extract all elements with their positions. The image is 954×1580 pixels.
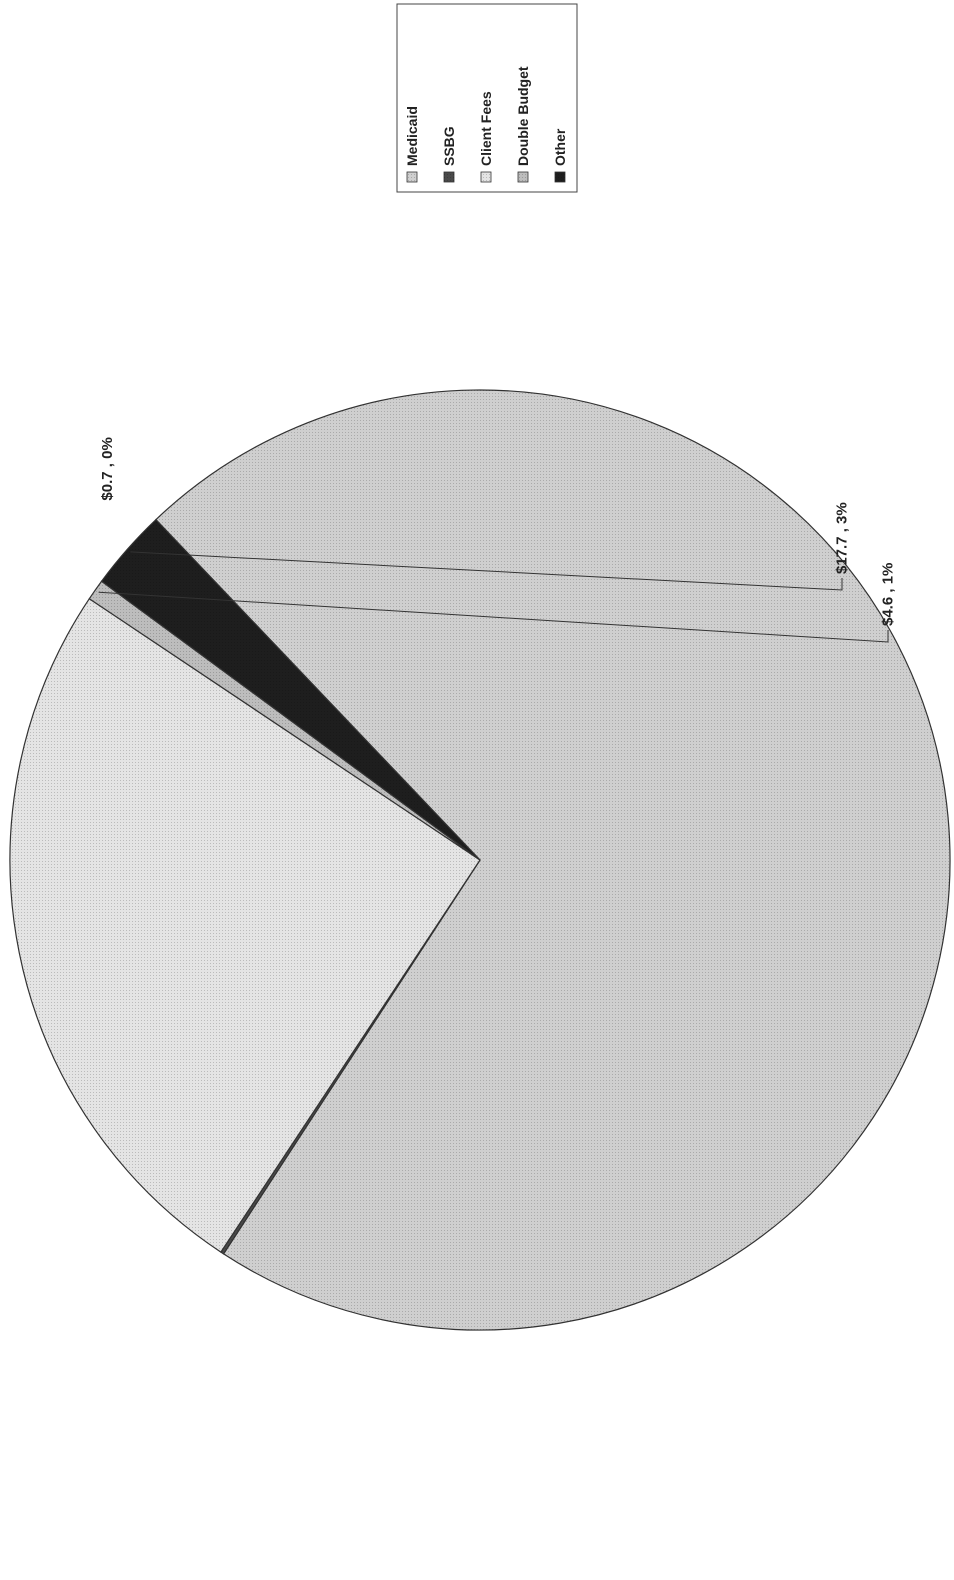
data-label-double-budget: $4.6 , 1% bbox=[880, 563, 897, 626]
legend-box bbox=[396, 3, 578, 193]
data-label-other: $17.7 , 3% bbox=[834, 502, 851, 574]
legend-item-double-budget: Double Budget bbox=[515, 66, 531, 183]
data-label-ssbg: $0.7 , 0% bbox=[99, 437, 116, 500]
legend-item-client-fees: Client Fees bbox=[478, 91, 494, 183]
legend-label-ssbg: SSBG bbox=[441, 126, 457, 166]
legend: Medicaid SSBG Client Fees Double Budget Othe… bbox=[396, 3, 578, 193]
pie-slice-other bbox=[100, 518, 481, 861]
legend-label-double-budget: Double Budget bbox=[515, 66, 531, 166]
legend-item-medicaid: Medicaid bbox=[404, 106, 420, 183]
pie-slice-client-fees bbox=[9, 597, 481, 1253]
leader-lines bbox=[98, 551, 889, 643]
data-labels: $453.3 , 71%$0.7 , 0%$159.5 , 25%$4.6 , … bbox=[99, 437, 897, 626]
leader-line-other bbox=[130, 551, 843, 591]
legend-item-ssbg: SSBG bbox=[441, 126, 457, 183]
legend-label-medicaid: Medicaid bbox=[404, 106, 420, 166]
leader-line-double-budget bbox=[98, 591, 889, 643]
legend-item-other: Other bbox=[552, 128, 568, 183]
legend-label-other: Other bbox=[552, 128, 568, 166]
pie-slices bbox=[9, 389, 951, 1331]
pie-slice-medicaid bbox=[155, 389, 951, 1331]
legend-label-client-fees: Client Fees bbox=[478, 91, 494, 166]
